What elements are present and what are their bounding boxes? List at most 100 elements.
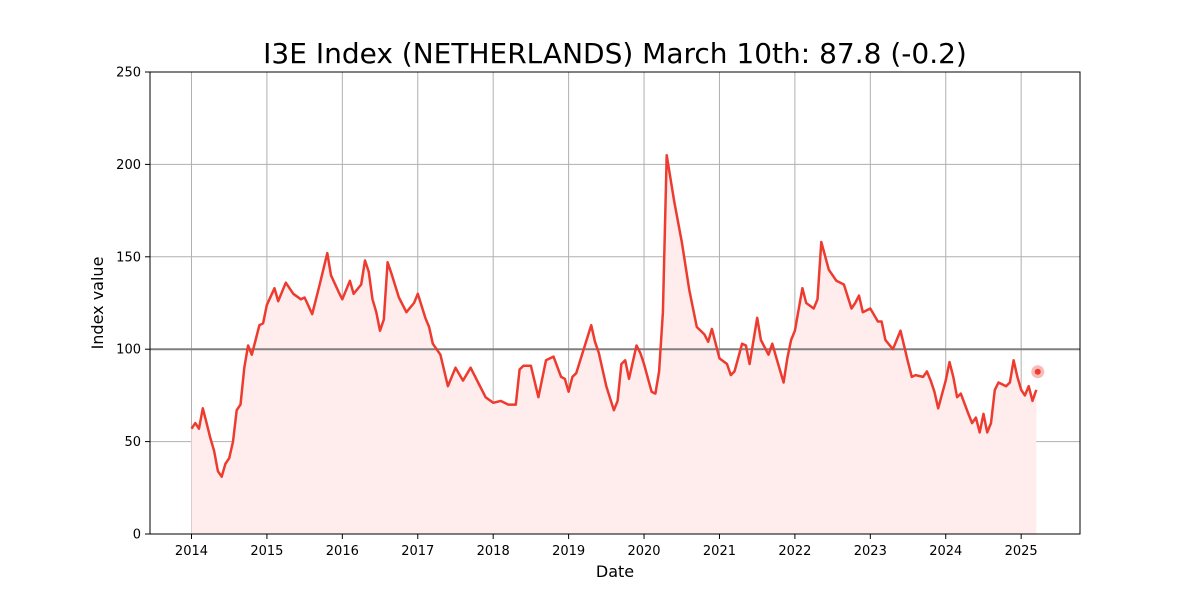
data-point [303,296,305,298]
data-point [862,311,864,313]
data-point [330,274,332,276]
data-point [560,376,562,378]
data-point [518,368,520,370]
data-point [756,317,758,319]
data-point [349,280,351,282]
data-point [492,402,494,404]
data-point [251,354,253,356]
data-point [990,422,992,424]
data-point [243,367,245,369]
data-point [484,396,486,398]
data-point [417,293,419,295]
y-axis-label: Index value [88,257,107,350]
x-tick-label: 2018 [477,544,510,559]
x-tick-label: 2017 [401,544,434,559]
data-point [311,313,313,315]
data-point [292,293,294,295]
data-point [1031,400,1033,402]
data-point [854,302,856,304]
data-point [658,370,660,372]
data-point [386,261,388,263]
data-point [673,200,675,202]
data-point [982,413,984,415]
data-point [590,324,592,326]
data-point [360,283,362,285]
x-tick-label: 2024 [929,544,962,559]
data-point [209,437,211,439]
data-point [782,381,784,383]
data-point [707,341,709,343]
data-point [979,431,981,433]
data-point [413,302,415,304]
data-point [254,339,256,341]
data-point [639,352,641,354]
data-point [616,400,618,402]
data-point [530,365,532,367]
data-point [439,354,441,356]
data-point [703,333,705,335]
data-point [613,409,615,411]
data-point [790,339,792,341]
y-tick-label: 50 [124,435,141,450]
x-tick-label: 2022 [778,544,811,559]
x-tick-label: 2016 [326,544,359,559]
data-point [447,385,449,387]
data-point [880,320,882,322]
data-point [545,359,547,361]
data-point [650,391,652,393]
data-point [726,363,728,365]
data-point [911,376,913,378]
data-point [733,370,735,372]
data-point [711,328,713,330]
data-point [379,330,381,332]
data-point [907,361,909,363]
x-axis-ticks: 2014 2015 2016 2017 2018 2019 2020 2021 2022 2023… [175,534,1038,559]
data-point [858,294,860,296]
plot-frame [149,71,1081,535]
data-point [454,367,456,369]
x-tick-label: 2020 [627,544,660,559]
data-point [583,348,585,350]
data-point [813,307,815,309]
data-point [432,343,434,345]
data-point [997,381,999,383]
data-point [975,416,977,418]
data-point [575,372,577,374]
data-point [598,352,600,354]
data-point [428,326,430,328]
data-point [1009,381,1011,383]
data-point [594,341,596,343]
data-point [892,348,894,350]
data-point [424,317,426,319]
data-point [341,298,343,300]
data-point [221,476,223,478]
data-point [877,320,879,322]
last-point-marker [1034,368,1041,375]
data-point [213,450,215,452]
data-point [1016,376,1018,378]
data-point [945,379,947,381]
data-point [258,324,260,326]
data-point [300,298,302,300]
x-tick-label: 2015 [250,544,283,559]
data-point [198,428,200,430]
data-point [375,311,377,313]
data-point [771,343,773,345]
data-point [398,296,400,298]
data-point [522,365,524,367]
data-point [405,311,407,313]
x-tick-label: 2014 [175,544,208,559]
data-point [383,318,385,320]
data-point [337,291,339,293]
data-point [194,422,196,424]
data-point [986,431,988,433]
data-point [469,367,471,369]
data-point [462,379,464,381]
data-point [224,463,226,465]
data-point [564,378,566,380]
data-point [368,270,370,272]
data-point [273,287,275,289]
data-point [205,422,207,424]
data-point [688,289,690,291]
